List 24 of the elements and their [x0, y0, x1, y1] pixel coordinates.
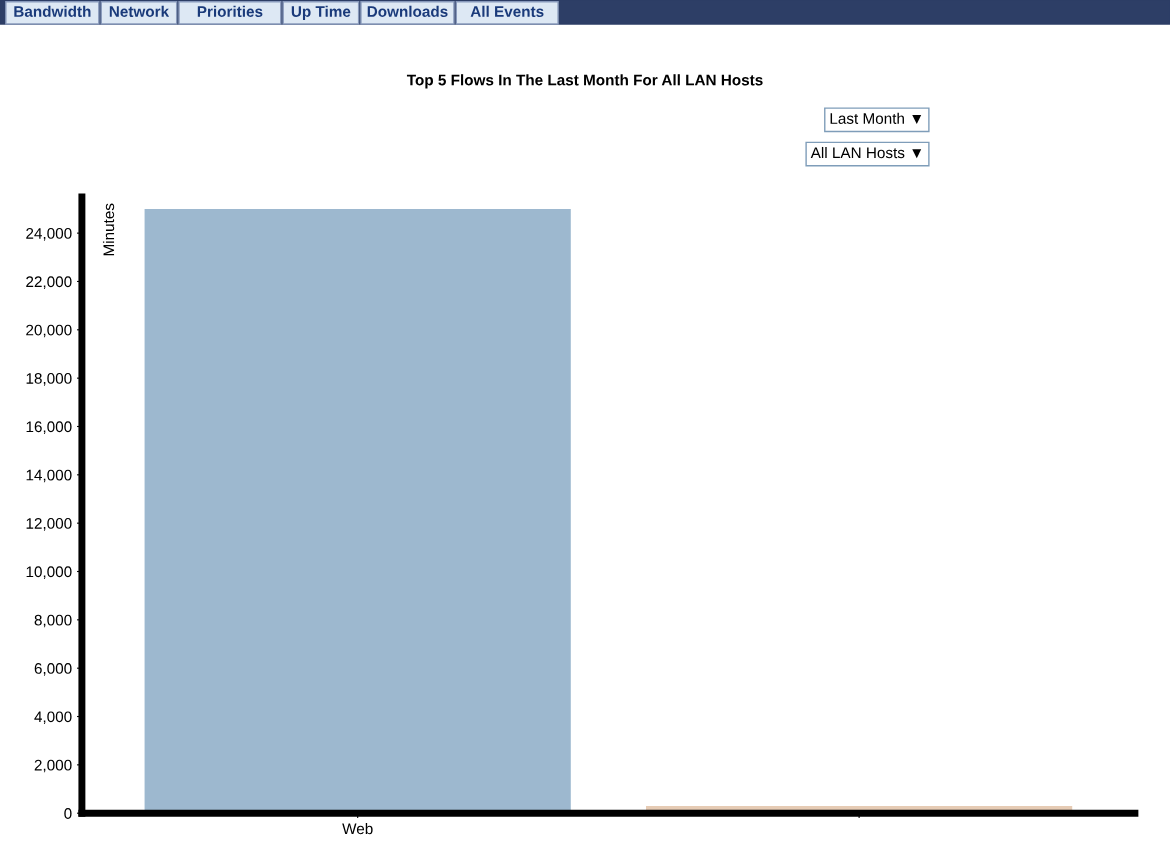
y-tick-label: 22,000 — [26, 276, 72, 289]
text: Up Time — [291, 5, 351, 20]
text: Downloads — [367, 5, 448, 17]
y-tick-label: 18,000 — [26, 373, 72, 386]
y-tick-label: 8,000 — [34, 614, 72, 628]
y-tick-label: 16,000 — [26, 421, 72, 434]
y-tick-label: 14,000 — [26, 469, 72, 483]
y-tick-label: 2,000 — [34, 759, 72, 773]
text: All Events — [470, 5, 544, 17]
y-tick-label: 10,000 — [26, 566, 72, 579]
text: All LAN Hosts ▼ — [810, 146, 922, 159]
y-axis-title: Minutes — [102, 203, 115, 256]
text: Priorities — [197, 5, 263, 17]
text: Bandwidth — [14, 5, 91, 17]
y-tick-label: 0 — [64, 808, 72, 819]
text: Last Month ▼ — [830, 112, 922, 124]
y-tick-label: 12,000 — [26, 518, 72, 531]
x-tick-label: Web — [342, 822, 373, 835]
y-tick-label: 6,000 — [34, 663, 72, 676]
y-tick-label: 4,000 — [34, 711, 72, 725]
chart-title: Top 5 Flows In The Last Month For All LAN Hosts — [406, 74, 763, 89]
y-tick-label: 24,000 — [26, 228, 72, 241]
text: Network — [109, 5, 170, 17]
y-tick-label: 20,000 — [26, 324, 72, 338]
